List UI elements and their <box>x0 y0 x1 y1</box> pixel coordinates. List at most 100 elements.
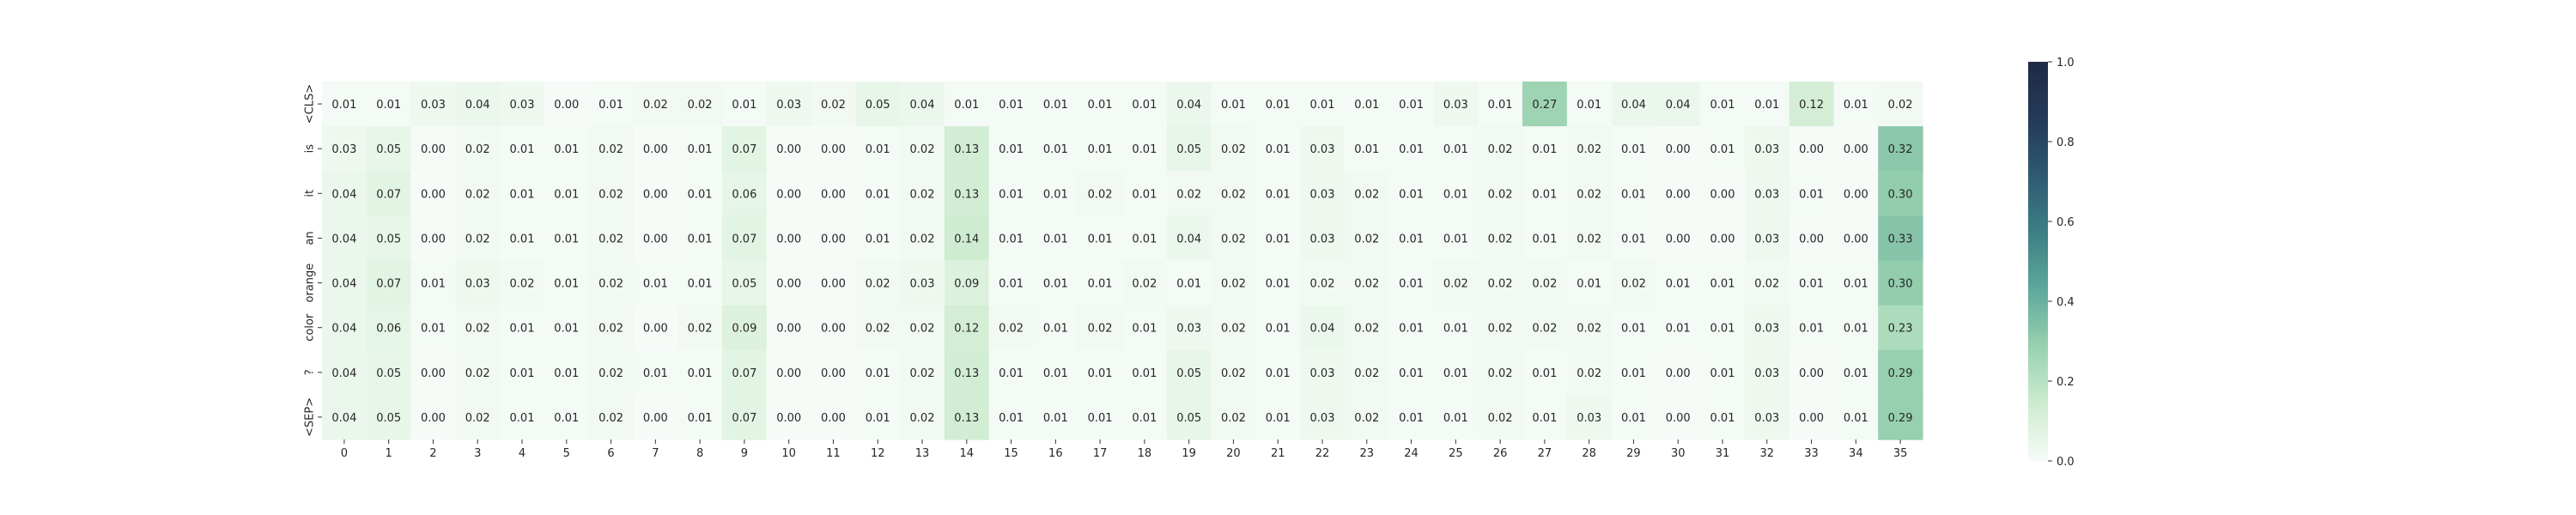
heatmap-cell <box>588 171 635 216</box>
heatmap-cell-label: 0.00 <box>1844 233 1868 245</box>
colorbar-tick-label: 1.0 <box>2057 57 2075 70</box>
x-tick-label: 32 <box>1760 447 1775 460</box>
heatmap-cell <box>722 126 768 172</box>
heatmap-cell <box>1388 82 1435 127</box>
heatmap-cell-label: 0.01 <box>1799 323 1824 336</box>
heatmap-cell-label: 0.01 <box>510 143 535 156</box>
heatmap-cell <box>722 349 768 396</box>
heatmap-cell-label: 0.00 <box>776 143 801 156</box>
heatmap-cell <box>677 394 723 440</box>
heatmap-cell <box>1166 82 1212 127</box>
heatmap-cell <box>677 126 723 172</box>
heatmap-cell-label: 0.00 <box>643 233 668 245</box>
heatmap-cell-label: 0.00 <box>1710 233 1735 245</box>
heatmap-cell <box>1300 394 1346 440</box>
heatmap-cell <box>1744 215 1790 262</box>
heatmap-cell <box>855 394 901 440</box>
heatmap-cell-label: 0.01 <box>1266 323 1291 336</box>
x-tick-label: 9 <box>741 447 748 460</box>
y-tick-label: ? <box>304 369 317 375</box>
heatmap-cell <box>1522 215 1568 262</box>
heatmap-cell <box>1789 171 1835 216</box>
heatmap-cell <box>1166 126 1212 172</box>
x-tick-label: 2 <box>429 447 436 460</box>
heatmap-cell-label: 0.03 <box>910 278 935 291</box>
colorbar-tick-label: 0.8 <box>2057 136 2075 149</box>
heatmap-cell <box>900 171 945 216</box>
heatmap-cell <box>900 126 945 172</box>
heatmap-cell <box>455 126 501 172</box>
heatmap-cell-label: 0.01 <box>1399 278 1424 291</box>
heatmap-cell-label: 0.01 <box>1043 412 1068 425</box>
heatmap-cell-label: 0.01 <box>1443 367 1468 380</box>
heatmap-cell-label: 0.01 <box>554 323 579 336</box>
x-tick-label: 21 <box>1271 447 1285 460</box>
heatmap-cell-label: 0.01 <box>1266 233 1291 245</box>
heatmap-cell-label: 0.02 <box>1221 233 1246 245</box>
heatmap-cell <box>1744 394 1790 440</box>
heatmap-cell <box>1166 305 1212 351</box>
x-tick-label: 4 <box>519 447 526 460</box>
y-tick-label: is <box>304 144 317 154</box>
heatmap-cell <box>944 394 990 440</box>
heatmap-cell <box>1033 82 1078 127</box>
x-tick-label: 19 <box>1182 447 1196 460</box>
heatmap-cell <box>544 260 590 306</box>
heatmap-cell-label: 0.01 <box>1443 233 1468 245</box>
heatmap-cell <box>1744 126 1790 172</box>
heatmap-cell-label: 0.01 <box>1043 278 1068 291</box>
heatmap-cell-label: 0.01 <box>1621 233 1646 245</box>
heatmap-cell-label: 0.01 <box>1532 233 1557 245</box>
heatmap-cell-label: 0.01 <box>510 188 535 201</box>
heatmap-cells <box>322 82 1923 440</box>
heatmap-cell-label: 0.02 <box>598 323 623 336</box>
heatmap-cell-label: 0.01 <box>688 278 713 291</box>
heatmap-cell <box>1211 305 1256 351</box>
heatmap-cell <box>1566 171 1613 216</box>
heatmap-cell-label: 0.02 <box>1354 367 1379 380</box>
heatmap-cell <box>366 82 412 127</box>
heatmap-cell <box>811 126 856 172</box>
heatmap-cell-label: 0.01 <box>1488 99 1513 112</box>
heatmap-cell <box>944 126 990 172</box>
heatmap-cell <box>410 82 456 127</box>
heatmap-cell-label: 0.02 <box>910 412 935 425</box>
heatmap-cell <box>944 349 990 396</box>
heatmap-cell <box>1344 394 1390 440</box>
heatmap-cell <box>855 305 901 351</box>
heatmap-cell-label: 0.01 <box>1710 412 1735 425</box>
heatmap-cell-label: 0.02 <box>1221 278 1246 291</box>
heatmap-cell-label: 0.01 <box>1354 143 1379 156</box>
heatmap-cell-label: 0.01 <box>1399 412 1424 425</box>
heatmap-cell <box>1078 349 1123 396</box>
heatmap-cell <box>1878 394 1923 440</box>
heatmap-cell-label: 0.01 <box>1666 323 1691 336</box>
heatmap-cell-label: 0.05 <box>1176 412 1201 425</box>
heatmap-cell <box>1033 305 1078 351</box>
heatmap-cell-label: 0.00 <box>1666 188 1691 201</box>
heatmap-cell <box>1388 349 1435 396</box>
heatmap-cell-label: 0.00 <box>821 233 846 245</box>
heatmap-cell <box>1388 215 1435 262</box>
heatmap-cell <box>944 305 990 351</box>
heatmap-cell <box>766 126 812 172</box>
heatmap-cell-label: 0.01 <box>999 188 1024 201</box>
heatmap-cell <box>1433 82 1479 127</box>
heatmap-cell-label: 0.01 <box>1043 367 1068 380</box>
heatmap-cell-label: 0.03 <box>1176 323 1201 336</box>
heatmap-cell <box>366 394 412 440</box>
heatmap-cell <box>1789 260 1835 306</box>
heatmap-cell <box>988 215 1035 262</box>
heatmap-cell-label: 0.02 <box>1354 323 1379 336</box>
heatmap-cell-label: 0.00 <box>421 143 446 156</box>
heatmap-cell-label: 0.01 <box>1043 233 1068 245</box>
heatmap-cell <box>1211 215 1256 262</box>
heatmap-cell-label: 0.01 <box>510 323 535 336</box>
heatmap-cell-label: 0.01 <box>1621 188 1646 201</box>
heatmap-cell-label: 0.02 <box>1354 278 1379 291</box>
heatmap-cell <box>1033 260 1078 306</box>
heatmap-cell <box>1522 394 1568 440</box>
heatmap-cell-label: 0.03 <box>421 99 446 112</box>
heatmap-cell <box>1611 260 1656 306</box>
heatmap-cell-label: 0.00 <box>821 188 846 201</box>
